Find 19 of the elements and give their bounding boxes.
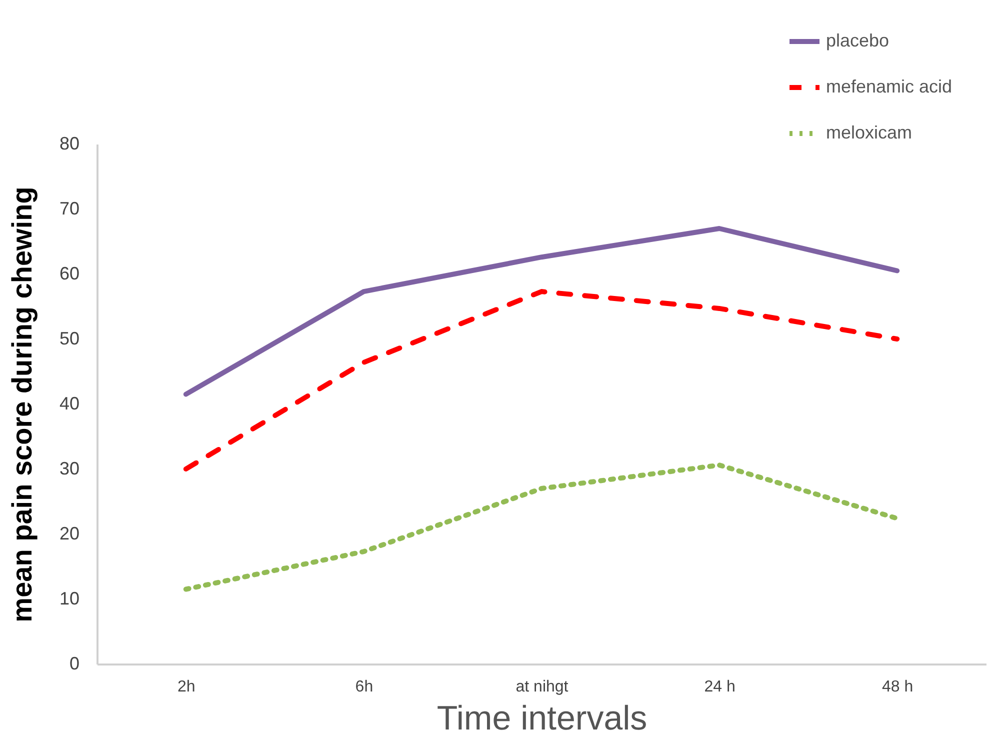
legend-label: mefenamic acid [826, 76, 952, 96]
x-tick-label: 6h [355, 678, 374, 696]
x-tick-label: 2h [178, 678, 196, 696]
legend-label: meloxicam [826, 122, 912, 142]
y-tick-label: 60 [59, 264, 80, 284]
y-tick-label: 80 [59, 134, 80, 154]
x-tick-label: at nihgt [516, 678, 569, 696]
y-tick-label: 40 [59, 394, 80, 414]
y-tick-label: 50 [59, 328, 80, 348]
y-tick-label: 0 [69, 654, 80, 674]
y-tick-label: 70 [59, 198, 80, 218]
x-tick-label: 24 h [704, 678, 736, 696]
y-tick-label: 30 [59, 458, 80, 478]
legend-label: placebo [826, 30, 890, 50]
x-tick-label: 48 h [882, 678, 914, 696]
y-tick-label: 20 [59, 524, 80, 544]
y-axis-title: mean pain score during chewing [6, 186, 38, 622]
x-axis-title: Time intervals [436, 700, 648, 738]
y-tick-label: 10 [59, 588, 80, 608]
